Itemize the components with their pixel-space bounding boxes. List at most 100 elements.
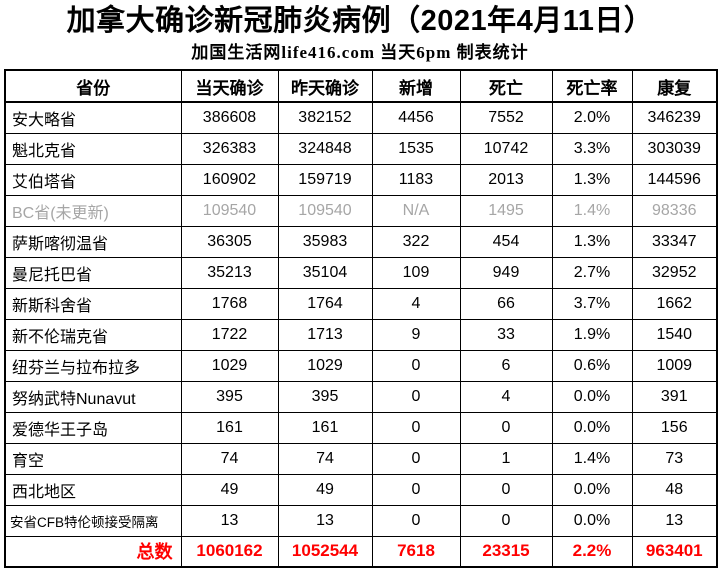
total-deaths: 23315 [459,535,553,568]
today-cell: 1768 [180,287,279,320]
deaths-cell: 2013 [459,163,553,196]
yesterday-cell: 35104 [277,256,373,289]
total-today-confirmed: 1060162 [180,535,279,568]
death-rate-cell: 1.9% [551,318,633,351]
recovered-cell: 33347 [631,225,718,258]
deaths-cell: 1495 [459,194,553,227]
province-cell: 萨斯喀彻温省 [4,225,182,258]
recovered-cell: 1009 [631,349,718,382]
table-row: 西北地区 49 49 0 0 0.0% 48 [4,473,718,506]
death-rate-cell: 0.0% [551,473,633,506]
today-cell: 74 [180,442,279,475]
table-body: 安大略省 386608 382152 4456 7552 2.0% 346239 魁北克省 32… [4,101,718,537]
today-cell: 109540 [180,194,279,227]
province-cell: 安省CFB特伦顿接受隔离 [4,504,182,537]
province-cell: 纽芬兰与拉布拉多 [4,349,182,382]
column-header-deaths: 死亡 [459,69,553,103]
today-cell: 49 [180,473,279,506]
new-cases-cell: N/A [371,194,461,227]
new-cases-cell: 0 [371,411,461,444]
deaths-cell: 10742 [459,132,553,165]
death-rate-cell: 0.0% [551,380,633,413]
new-cases-cell: 0 [371,473,461,506]
province-cell: 努纳武特Nunavut [4,380,182,413]
header-row: 省份 当天确诊 昨天确诊 新增 死亡 死亡率 康复 [4,69,718,103]
recovered-cell: 303039 [631,132,718,165]
today-cell: 1722 [180,318,279,351]
new-cases-cell: 0 [371,380,461,413]
column-header-new-cases: 新增 [371,69,461,103]
yesterday-cell: 395 [277,380,373,413]
recovered-cell: 346239 [631,101,718,134]
new-cases-cell: 109 [371,256,461,289]
total-yesterday-confirmed: 1052544 [277,535,373,568]
death-rate-cell: 2.7% [551,256,633,289]
yesterday-cell: 1713 [277,318,373,351]
deaths-cell: 949 [459,256,553,289]
yesterday-cell: 74 [277,442,373,475]
today-cell: 395 [180,380,279,413]
new-cases-cell: 1535 [371,132,461,165]
new-cases-cell: 9 [371,318,461,351]
yesterday-cell: 49 [277,473,373,506]
recovered-cell: 13 [631,504,718,537]
yesterday-cell: 161 [277,411,373,444]
table-row: 艾伯塔省 160902 159719 1183 2013 1.3% 144596 [4,163,718,196]
total-new-cases: 7618 [371,535,461,568]
province-cell: 魁北克省 [4,132,182,165]
recovered-cell: 156 [631,411,718,444]
column-header-recovered: 康复 [631,69,718,103]
column-header-province: 省份 [4,69,182,103]
deaths-cell: 0 [459,504,553,537]
today-cell: 326383 [180,132,279,165]
province-cell: 艾伯塔省 [4,163,182,196]
today-cell: 1029 [180,349,279,382]
death-rate-cell: 1.4% [551,194,633,227]
deaths-cell: 33 [459,318,553,351]
today-cell: 386608 [180,101,279,134]
death-rate-cell: 0.0% [551,411,633,444]
total-row: 总数 1060162 1052544 7618 23315 2.2% 96340… [4,535,718,568]
table-row: 魁北克省 326383 324848 1535 10742 3.3% 303039 [4,132,718,165]
death-rate-cell: 1.3% [551,225,633,258]
today-cell: 36305 [180,225,279,258]
new-cases-cell: 322 [371,225,461,258]
province-cell: 曼尼托巴省 [4,256,182,289]
new-cases-cell: 4456 [371,101,461,134]
deaths-cell: 0 [459,473,553,506]
table-row: 纽芬兰与拉布拉多 1029 1029 0 6 0.6% 1009 [4,349,718,382]
table-row: 新斯科舍省 1768 1764 4 66 3.7% 1662 [4,287,718,320]
new-cases-cell: 0 [371,442,461,475]
death-rate-cell: 3.3% [551,132,633,165]
table-row: 安省CFB特伦顿接受隔离 13 13 0 0 0.0% 13 [4,504,718,537]
recovered-cell: 32952 [631,256,718,289]
table-row: BC省(未更新) 109540 109540 N/A 1495 1.4% 98336 [4,194,718,227]
death-rate-cell: 1.3% [551,163,633,196]
today-cell: 35213 [180,256,279,289]
total-death-rate: 2.2% [551,535,633,568]
new-cases-cell: 4 [371,287,461,320]
province-cell: 新不伦瑞克省 [4,318,182,351]
new-cases-cell: 0 [371,504,461,537]
province-cell: 爱德华王子岛 [4,411,182,444]
column-header-death-rate: 死亡率 [551,69,633,103]
page-title: 加拿大确诊新冠肺炎病例（2021年4月11日） [66,5,654,37]
recovered-cell: 391 [631,380,718,413]
deaths-cell: 7552 [459,101,553,134]
table-row: 努纳武特Nunavut 395 395 0 4 0.0% 391 [4,380,718,413]
column-header-today-confirmed: 当天确诊 [180,69,279,103]
deaths-cell: 4 [459,380,553,413]
yesterday-cell: 13 [277,504,373,537]
covid-stats-table: 省份 当天确诊 昨天确诊 新增 死亡 死亡率 康复 安大略省 386608 3821… [4,69,718,568]
table-row: 安大略省 386608 382152 4456 7552 2.0% 346239 [4,101,718,134]
deaths-cell: 66 [459,287,553,320]
new-cases-cell: 1183 [371,163,461,196]
province-cell: 育空 [4,442,182,475]
table-row: 萨斯喀彻温省 36305 35983 322 454 1.3% 33347 [4,225,718,258]
death-rate-cell: 1.4% [551,442,633,475]
death-rate-cell: 0.0% [551,504,633,537]
table-row: 爱德华王子岛 161 161 0 0 0.0% 156 [4,411,718,444]
yesterday-cell: 35983 [277,225,373,258]
recovered-cell: 144596 [631,163,718,196]
province-cell: 西北地区 [4,473,182,506]
